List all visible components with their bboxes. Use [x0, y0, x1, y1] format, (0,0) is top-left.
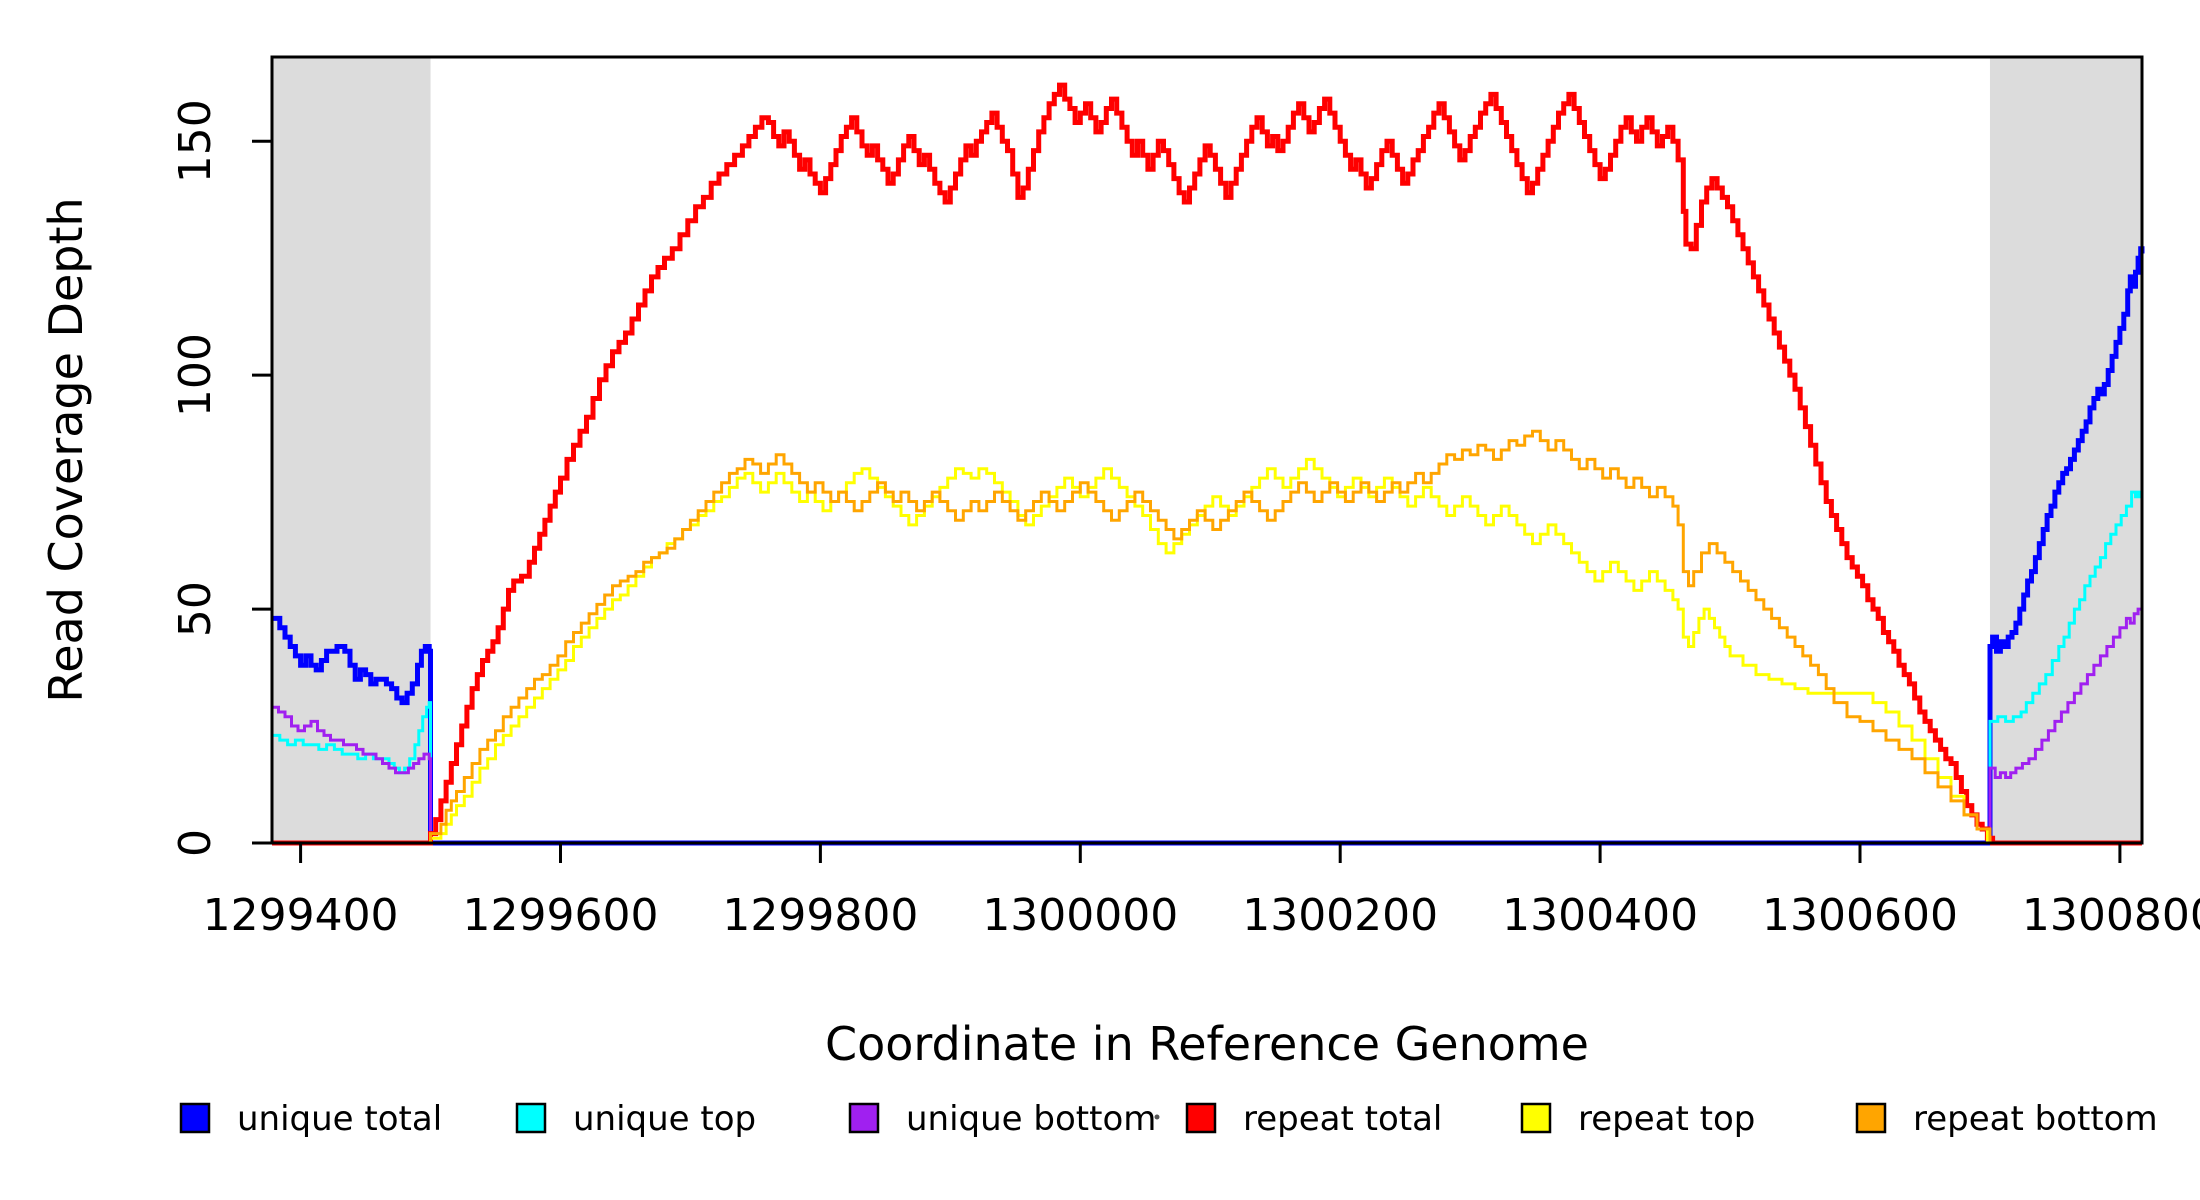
series-line-unique-bottom: [272, 604, 2144, 845]
coverage-series-lines: [272, 82, 2145, 846]
x-tick-label: 1300800: [2022, 890, 2200, 941]
y-axis-title: Read Coverage Depth: [39, 197, 93, 702]
x-tick-label: 1300400: [1502, 890, 1698, 941]
shaded-region-0: [272, 57, 431, 843]
legend-swatch: [179, 1102, 211, 1134]
x-tick-label: 1300000: [982, 890, 1178, 941]
legend-label: repeat top: [1578, 1099, 1755, 1139]
x-tick-label: 1300600: [1762, 890, 1958, 941]
legend-label: unique bottom: [906, 1099, 1156, 1139]
legend-label: repeat total: [1243, 1099, 1442, 1139]
legend-swatch: [1185, 1102, 1217, 1134]
legend-item-repeat-bottom: repeat bottom: [1855, 1099, 2158, 1139]
series-line-repeat-bottom: [272, 429, 2142, 845]
legend-item-unique-bottom: unique bottom: [848, 1099, 1156, 1139]
x-tick-label: 1299800: [722, 890, 918, 941]
series-line-unique-total: [272, 246, 2145, 846]
x-tick-label: 1300200: [1242, 890, 1438, 941]
series-line-unique-top: [272, 490, 2144, 845]
legend-swatch: [1855, 1102, 1887, 1134]
y-tick-label: 150: [170, 99, 221, 183]
y-tick-label: 100: [170, 333, 221, 417]
y-tick-label: 0: [170, 829, 221, 857]
legend-item-repeat-total: repeat total: [1185, 1099, 1442, 1139]
plot-border-box: [270, 55, 2144, 845]
y-axis: 0 50 100 150: [170, 99, 272, 857]
series-line-repeat-total: [272, 82, 2142, 846]
legend-swatch: [515, 1102, 547, 1134]
x-tick-label: 1299400: [203, 890, 399, 941]
legend-item-repeat-top: repeat top: [1520, 1099, 1755, 1139]
legend-label: unique top: [573, 1099, 756, 1139]
x-axis: 1299400 1299600 1299800 1300000 1300200 13004…: [203, 843, 2200, 941]
legend-item-unique-top: unique top: [515, 1099, 756, 1139]
shaded-region-1: [1989, 57, 2142, 843]
y-tick-label: 50: [170, 581, 221, 637]
legend-label: repeat bottom: [1913, 1099, 2158, 1139]
x-tick-label: 1299600: [463, 890, 659, 941]
legend-swatch: [848, 1102, 880, 1134]
legend-item-unique-total: unique total: [179, 1099, 442, 1139]
shaded-flank-regions: [272, 57, 2142, 843]
legend-label: unique total: [237, 1099, 442, 1139]
stray-dot: [1154, 1114, 1160, 1120]
x-axis-title: Coordinate in Reference Genome: [825, 1017, 1589, 1071]
legend-swatch: [1520, 1102, 1552, 1134]
legend: unique total unique top unique bottom repea…: [179, 1099, 2158, 1139]
